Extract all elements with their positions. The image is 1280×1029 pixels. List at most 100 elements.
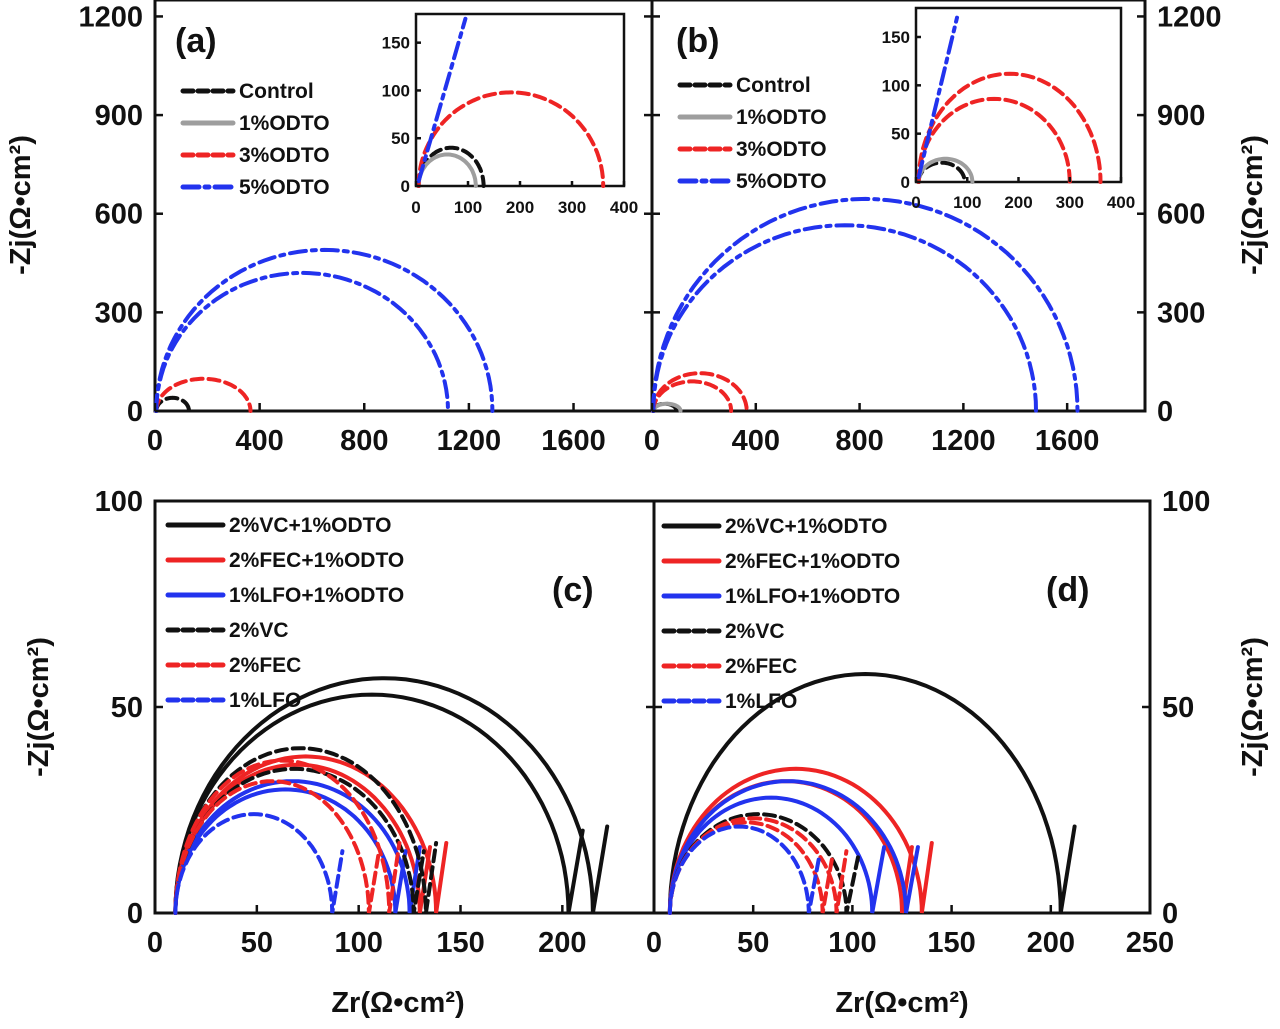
panel-c-xlabel: Zr(Ω•cm²) [331,987,464,1019]
panel-b-legend: Control 1%ODTO 3%ODTO 5%ODTO [677,74,827,193]
panel-a-inset-xtick-label: 100 [454,198,482,217]
panel-b-inset-xtick-label: 300 [1056,193,1084,212]
panel-a-inset-ticks: 0 100 200 300 400 0 50 100 150 [382,34,639,217]
panel-b-inset-xtick-label: 100 [953,193,981,212]
panel-d-plot-area [667,671,1077,915]
panel-b-series-5-odto-arc-0 [651,196,1080,413]
panel-d-ylabel: -Zj(Ω•cm²) [1237,637,1269,777]
panel-c-xtick-label: 200 [538,927,586,959]
panel-c-legend-label: 2%FEC [229,654,301,677]
panel-a-series-3-odto-arc-0 [154,376,253,413]
panel-c-legend-label: 1%LFO [229,689,301,712]
panel-a-xtick-label: 1600 [541,425,606,457]
panel-a-inset-ytick-label: 150 [382,34,410,53]
panel-d-legend-label: 1%LFO [725,690,797,713]
panel-b-inset-ytick-label: 0 [901,173,910,192]
panel-b-series-3-odto-arc-1 [651,379,734,413]
panel-a-inset-ytick-label: 0 [401,177,410,196]
panel-a-ytick-label: 600 [95,199,143,231]
panel-b-ytick-label: 1200 [1157,1,1222,33]
panel-a-series-5-odto-arc-1 [154,270,450,413]
panel-d-series-2-vc-1-odto-arc-0 [667,671,1077,915]
panel-b-inset-ytick-label: 100 [882,76,910,95]
panel-a-legend-label: 3%ODTO [239,144,330,167]
panel-b-legend-label: 1%ODTO [736,106,827,129]
panel-a-inset-series-5-odto-line-0 [416,16,468,184]
panel-c-legend: 2%VC+1%ODTO 2%FEC+1%ODTO 1%LFO+1%ODTO 2%VC 2… [165,514,404,712]
panel-c-ytick-label: 0 [127,898,143,930]
panel-b-inset-series-3-odto-arc-0 [916,71,1103,184]
panel-a-inset-xtick-label: 0 [411,198,420,217]
panel-d-series-1-lfo-1-odto-arc-0 [667,779,920,915]
panel-a-legend-label: 1%ODTO [239,112,330,135]
panel-a-xtick-label: 400 [235,425,283,457]
panel-d-tag: (d) [1046,571,1089,609]
panel-d-legend-label: 2%FEC+1%ODTO [725,550,900,573]
panel-c-ytick-label: 100 [95,486,143,518]
panel-d-xtick-label: 0 [646,927,662,959]
panel-b-legend-label: Control [736,74,811,97]
panel-c-series-1-lfo-1-odto-arc-1 [173,787,408,915]
panel-c-series-2-vc-1-odto-arc-0 [173,676,610,915]
panel-c-legend-label: 2%VC+1%ODTO [229,514,391,537]
panel-d-legend-label: 2%FEC [725,655,797,678]
panel-a-legend-label: Control [239,80,314,103]
panel-a-inset: 0 100 200 300 400 0 50 100 150 [382,12,639,217]
panel-b-ytick-label: 900 [1157,100,1205,132]
panel-a-inset-ytick-label: 50 [391,129,410,148]
panel-b-xtick-label: 400 [732,425,780,457]
panel-d-xtick-label: 200 [1027,927,1075,959]
panel-b-inset-ytick-label: 150 [882,28,910,47]
panel-d-legend-label: 2%VC [725,620,785,643]
panel-d-series-1-lfo-arc-0 [667,824,821,915]
panel-b-ytick-label: 0 [1157,396,1173,428]
panel-c-ticks: 0 50 100 150 200 0 50 100 [95,486,654,959]
panel-a-legend: Control 1%ODTO 3%ODTO 5%ODTO [180,80,330,199]
panel-d-ytick-label: 50 [1162,692,1194,724]
panel-b-inset-ytick-label: 50 [891,125,910,144]
panel-c-legend-label: 2%VC [229,619,289,642]
panel-b-inset-ticks: 0 100 200 300 400 0 50 100 150 [882,28,1136,212]
panel-a-inset-xtick-label: 300 [558,198,586,217]
panel-c-xtick-label: 0 [147,927,163,959]
panel-b: 0 400 800 1200 1600 0 300 600 900 1200 (b) -Zj(Ω•… [644,0,1269,457]
panel-b-ytick-label: 300 [1157,297,1205,329]
panel-c-ylabel: -Zj(Ω•cm²) [23,637,55,777]
panel-a-ylabel: -Zj(Ω•cm²) [5,135,37,275]
panel-b-inset-xtick-label: 200 [1004,193,1032,212]
panel-a-inset-xtick-label: 400 [610,198,638,217]
panel-b-inset-xtick-label: 400 [1107,193,1135,212]
panel-b-xtick-label: 1600 [1035,425,1100,457]
panel-a-plot-area [154,247,495,413]
panel-b-inset-plot-area [916,15,1103,184]
panel-c-xtick-label: 150 [436,927,484,959]
panel-b-xtick-label: 1200 [931,425,996,457]
panel-c-xtick-label: 50 [241,927,273,959]
panel-a-xtick-label: 0 [147,425,163,457]
panel-a-inset-ytick-label: 100 [382,81,410,100]
panel-d-xtick-label: 250 [1126,927,1174,959]
panel-b-xtick-label: 0 [644,425,660,457]
panel-b-legend-label: 5%ODTO [736,170,827,193]
panel-b-plot-area [651,196,1080,413]
panel-a-xtick-label: 800 [340,425,388,457]
panel-b-inset-xtick-label: 0 [911,193,920,212]
panel-d-legend: 2%VC+1%ODTO 2%FEC+1%ODTO 1%LFO+1%ODTO 2%VC 2… [661,515,900,713]
panel-d-legend-label: 2%VC+1%ODTO [725,515,887,538]
panel-c-series-2-vc-1-odto-arc-1 [173,692,585,915]
panel-c-ytick-label: 50 [111,692,143,724]
panel-d-xtick-label: 50 [737,927,769,959]
panel-a: 0 400 800 1200 1600 0 300 600 900 1200 (a) -Zj(Ω•… [5,0,654,457]
panel-a-tag: (a) [175,22,217,60]
panel-b-inset-frame [914,6,1123,184]
panel-c-series-2-fec-arc-0 [173,758,402,915]
panel-a-series-5-odto-arc-0 [154,247,495,413]
panel-d-series-2-fec-arc-1 [667,820,835,915]
panel-b-inset-series-5-odto-line-0 [916,15,959,180]
panel-c-tag: (c) [552,571,594,609]
panel-c-series-2-fec-arc-1 [173,779,381,915]
panel-a-ytick-label: 900 [95,100,143,132]
panel-a-inset-plot-area [416,16,606,188]
